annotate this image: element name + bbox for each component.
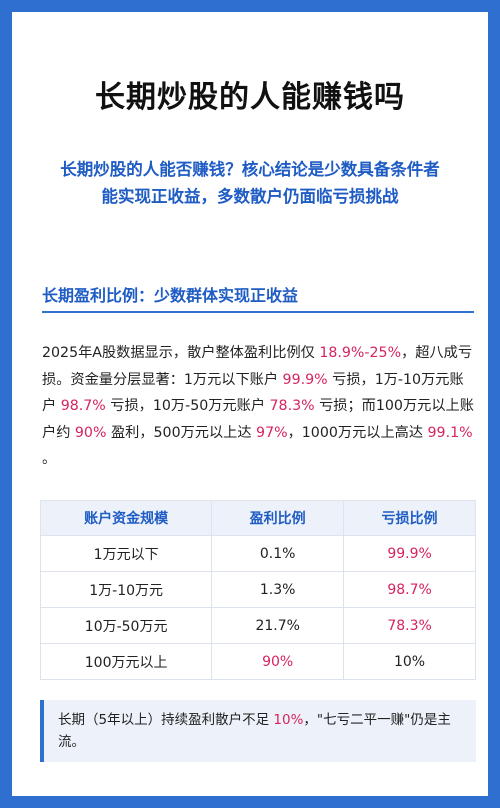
paragraph-text: ，超八成亏损。资金量分层显著：1万元以下账户 xyxy=(42,345,473,388)
note-text: 长期（5年以上）持续盈利散户不足 xyxy=(58,712,274,728)
cell-profit-ratio: 90% xyxy=(211,643,345,680)
table-header-row: 账户资金规模 盈利比例 亏损比例 xyxy=(39,500,476,536)
highlight-value: 78.3% xyxy=(269,398,315,414)
cell-fund-size: 1万元以下 xyxy=(39,535,213,572)
table-row: 1万元以下 0.1% 99.9% xyxy=(39,535,476,572)
header-loss-ratio: 亏损比例 xyxy=(343,500,476,536)
body-paragraph: 2025年A股数据显示，散户整体盈利比例仅 18.9%-25%，超八成亏损。资金… xyxy=(42,340,474,473)
paragraph-text: ，1000万元以上高达 xyxy=(287,424,428,441)
table-row: 100万元以上 90% 10% xyxy=(39,643,476,680)
paragraph-text: 盈利，500万元以上达 xyxy=(106,424,257,441)
cell-fund-size: 1万-10万元 xyxy=(39,571,213,608)
cell-fund-size: 10万-50万元 xyxy=(39,607,213,644)
cell-profit-ratio: 0.1% xyxy=(211,535,345,572)
highlight-value: 99.1% xyxy=(427,424,473,441)
header-profit-ratio: 盈利比例 xyxy=(211,500,345,536)
section-divider xyxy=(42,311,474,313)
highlight-value: 98.7% xyxy=(60,398,106,414)
summary-note: 长期（5年以上）持续盈利散户不足 10%，"七亏二平一赚"仍是主流。 xyxy=(40,700,476,762)
page-title: 长期炒股的人能赚钱吗 xyxy=(95,80,405,115)
paragraph-text: 亏损；而100万元以上账户约 xyxy=(42,398,474,441)
table-row: 10万-50万元 21.7% 78.3% xyxy=(39,607,476,644)
highlight-value: 18.9%-25% xyxy=(319,345,402,361)
cell-profit-ratio: 1.3% xyxy=(211,571,345,608)
cell-fund-size: 100万元以上 xyxy=(39,643,213,680)
note-text: ，"七亏二平一赚"仍是主流。 xyxy=(58,712,451,750)
paragraph-text: 2025年A股数据显示，散户整体盈利比例仅 xyxy=(42,345,320,361)
note-highlight-value: 10% xyxy=(273,712,304,728)
table-row: 1万-10万元 1.3% 98.7% xyxy=(39,571,476,608)
cell-loss-ratio: 98.7% xyxy=(343,571,476,608)
cell-profit-ratio: 21.7% xyxy=(211,607,345,644)
highlight-value: 90% xyxy=(74,424,107,441)
highlight-value: 99.9% xyxy=(282,371,328,388)
profit-ratio-table: 账户资金规模 盈利比例 亏损比例 1万元以下 0.1% 99.9% 1万-10万… xyxy=(39,500,476,680)
paragraph-text: 亏损，10万-50万元账户 xyxy=(105,398,270,414)
paragraph-text: 。 xyxy=(42,451,57,467)
subtitle: 长期炒股的人能否赚钱？核心结论是少数具备条件者能实现正收益，多数散户仍面临亏损挑… xyxy=(60,160,440,206)
paragraph-text: 亏损，1万-10万元账户 xyxy=(42,371,464,415)
header-fund-size: 账户资金规模 xyxy=(39,500,213,536)
content-card: 长期炒股的人能赚钱吗 长期炒股的人能否赚钱？核心结论是少数具备条件者能实现正收益… xyxy=(12,12,488,796)
cell-loss-ratio: 78.3% xyxy=(343,607,476,644)
cell-loss-ratio: 10% xyxy=(343,643,476,680)
highlight-value: 97% xyxy=(256,424,288,441)
section-heading: 长期盈利比例：少数群体实现正收益 xyxy=(42,286,299,305)
cell-loss-ratio: 99.9% xyxy=(343,535,476,572)
